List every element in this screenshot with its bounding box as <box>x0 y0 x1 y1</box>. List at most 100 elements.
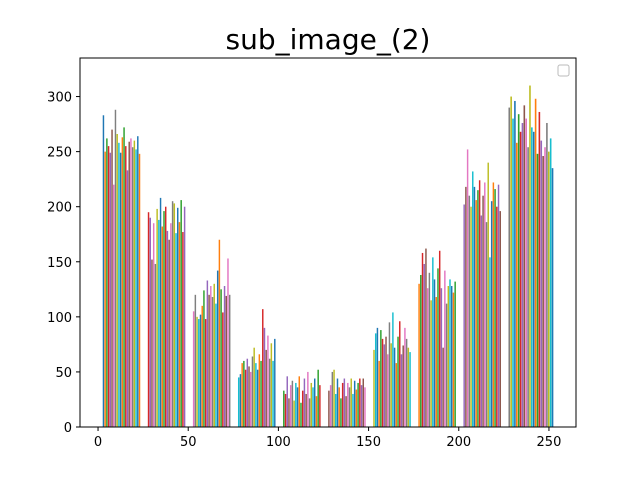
bar <box>227 258 229 427</box>
bar <box>515 142 518 427</box>
bar <box>149 217 151 427</box>
bar <box>519 131 522 428</box>
plot-area-frame <box>79 57 577 428</box>
bar <box>121 137 124 427</box>
bar <box>151 259 153 427</box>
bar <box>312 387 314 427</box>
bar <box>274 338 276 427</box>
bar <box>470 206 472 427</box>
bar <box>525 118 527 427</box>
bar <box>223 286 226 427</box>
bar <box>489 257 491 427</box>
bar <box>270 343 273 427</box>
bar <box>180 200 182 427</box>
bar <box>130 138 132 427</box>
bars-layer <box>102 85 554 428</box>
bar <box>147 212 150 427</box>
bar <box>135 149 137 428</box>
bar <box>303 378 306 427</box>
bar <box>329 385 332 427</box>
bar <box>485 222 488 427</box>
bar <box>360 385 363 427</box>
bar <box>551 168 554 427</box>
bar <box>267 335 269 427</box>
bar <box>331 371 334 427</box>
x-tick-label: 50 <box>180 435 197 450</box>
bar <box>272 360 274 427</box>
bar <box>289 385 292 427</box>
bar <box>118 142 120 427</box>
bar <box>300 402 302 427</box>
bar <box>390 343 392 427</box>
bar <box>198 319 200 427</box>
bar <box>435 297 437 427</box>
bar <box>355 389 358 427</box>
bar <box>328 390 330 427</box>
bar <box>208 294 210 427</box>
bar <box>487 162 489 427</box>
bar <box>490 201 493 427</box>
bar <box>268 358 271 427</box>
bar <box>423 263 425 427</box>
bar <box>171 201 174 427</box>
bar <box>388 322 391 427</box>
bar <box>380 330 382 427</box>
x-tick-label: 150 <box>356 435 381 450</box>
bar <box>345 396 347 427</box>
bar <box>447 286 450 427</box>
bar <box>514 100 516 428</box>
bar <box>362 378 364 427</box>
bar <box>348 387 351 427</box>
bar <box>463 204 465 427</box>
bar <box>529 85 531 427</box>
bar <box>508 107 511 427</box>
bar <box>475 200 477 427</box>
bar <box>452 292 455 427</box>
bar <box>385 336 387 427</box>
bar <box>215 303 217 427</box>
bar <box>106 138 108 427</box>
bar <box>163 211 165 427</box>
bar <box>220 289 222 427</box>
bar <box>138 153 141 427</box>
bar <box>265 349 267 427</box>
bar <box>288 398 290 427</box>
bar <box>378 360 380 427</box>
bar <box>283 390 285 427</box>
bar <box>239 374 242 427</box>
bar <box>113 184 115 427</box>
bar <box>482 195 484 427</box>
bar <box>477 190 479 427</box>
bar <box>222 312 224 427</box>
bar <box>244 369 247 427</box>
bar <box>194 294 197 427</box>
bar <box>211 297 214 427</box>
bar <box>350 378 352 427</box>
bar <box>444 270 446 427</box>
bar <box>335 393 337 427</box>
bar <box>405 338 408 427</box>
bar <box>293 400 295 427</box>
bar <box>183 206 186 427</box>
bar <box>228 294 231 427</box>
bar <box>352 393 354 427</box>
bar <box>402 345 404 427</box>
bar <box>315 396 318 427</box>
bar <box>107 146 110 427</box>
bar <box>450 286 453 427</box>
bar <box>256 369 259 427</box>
bar <box>438 250 441 427</box>
bar <box>210 286 212 427</box>
bar <box>213 283 215 427</box>
bar <box>123 127 125 427</box>
bar <box>465 186 467 427</box>
bar <box>409 352 411 427</box>
bar <box>527 147 529 427</box>
bar <box>152 223 155 427</box>
bar <box>473 186 476 427</box>
bar <box>484 182 486 427</box>
bar <box>336 378 339 427</box>
bar <box>387 354 389 427</box>
bar <box>201 305 203 427</box>
